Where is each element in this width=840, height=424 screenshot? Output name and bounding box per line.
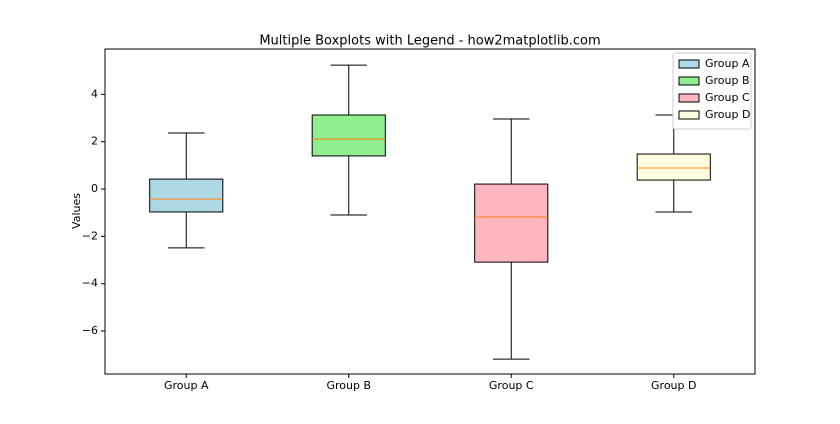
y-axis-label: Values <box>70 193 83 229</box>
x-tick-label: Group B <box>326 379 371 392</box>
y-tick-label: 4 <box>91 87 98 100</box>
plot-frame <box>104 48 756 375</box>
y-tick-label: −2 <box>82 229 98 242</box>
box <box>636 153 711 181</box>
legend-label: Group C <box>705 91 750 104</box>
legend-label: Group A <box>705 57 750 70</box>
box <box>474 183 549 263</box>
y-tick-label: 2 <box>91 135 98 148</box>
x-tick-label: Group A <box>164 379 209 392</box>
legend-swatch <box>678 93 700 103</box>
legend-label: Group D <box>705 108 750 121</box>
x-tick-label: Group D <box>651 379 696 392</box>
box <box>149 178 224 213</box>
box <box>311 114 386 157</box>
x-tick-label: Group C <box>489 379 534 392</box>
legend-swatch <box>678 59 700 69</box>
legend-frame <box>672 52 752 130</box>
y-tick-label: 0 <box>91 182 98 195</box>
legend-swatch <box>678 76 700 86</box>
chart-title: Multiple Boxplots with Legend - how2matp… <box>259 34 600 49</box>
legend-label: Group B <box>705 74 750 87</box>
y-tick-label: −4 <box>82 277 98 290</box>
y-tick-label: −6 <box>82 324 98 337</box>
legend-swatch <box>678 110 700 120</box>
